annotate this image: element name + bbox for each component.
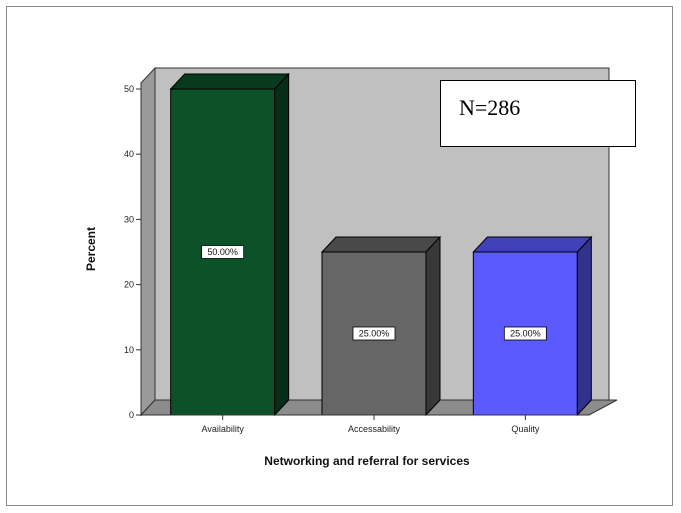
- data-label-box: [352, 326, 396, 341]
- data-label: 25.00%: [359, 329, 390, 339]
- sample-size-box: N=286: [440, 80, 636, 147]
- y-tick-label: 40: [124, 149, 134, 159]
- bar-top: [472, 236, 593, 253]
- bar-side: [576, 235, 592, 417]
- bar-top: [320, 236, 442, 253]
- bar-top: [169, 73, 290, 90]
- data-label-box: [503, 326, 547, 341]
- y-tick-label: 30: [124, 214, 134, 224]
- y-tick-label: 10: [124, 345, 134, 355]
- bar-quality: 25.00%: [472, 235, 593, 417]
- x-category-label: Quality: [511, 424, 540, 434]
- sample-size-text: N=286: [459, 95, 521, 120]
- bar-chart: 0 10 20 30 40 50 50.00% 25.00% 25.00% Availabil…: [84, 66, 618, 468]
- data-label: 50.00%: [207, 247, 238, 257]
- bar-side: [425, 235, 441, 417]
- x-axis: Availability Accessability Quality: [141, 414, 589, 434]
- x-axis-title: Networking and referral for services: [264, 454, 470, 468]
- data-label-box: [201, 245, 245, 259]
- y-axis-title: Percent: [84, 227, 98, 271]
- bars-group: 50.00% 25.00% 25.00%: [169, 72, 593, 417]
- y-tick-label: 50: [124, 84, 134, 94]
- y-tick-label: 0: [129, 410, 134, 420]
- y-tick-label: 20: [124, 280, 134, 290]
- x-category-label: Availability: [201, 424, 244, 434]
- left-wall: [140, 66, 156, 417]
- bar-accessability: 25.00%: [320, 235, 442, 417]
- bar-availability: 50.00%: [169, 72, 290, 417]
- x-category-label: Accessability: [348, 424, 401, 434]
- y-axis: 0 10 20 30 40 50: [124, 83, 142, 420]
- data-label: 25.00%: [510, 329, 541, 339]
- bar-side: [274, 72, 290, 417]
